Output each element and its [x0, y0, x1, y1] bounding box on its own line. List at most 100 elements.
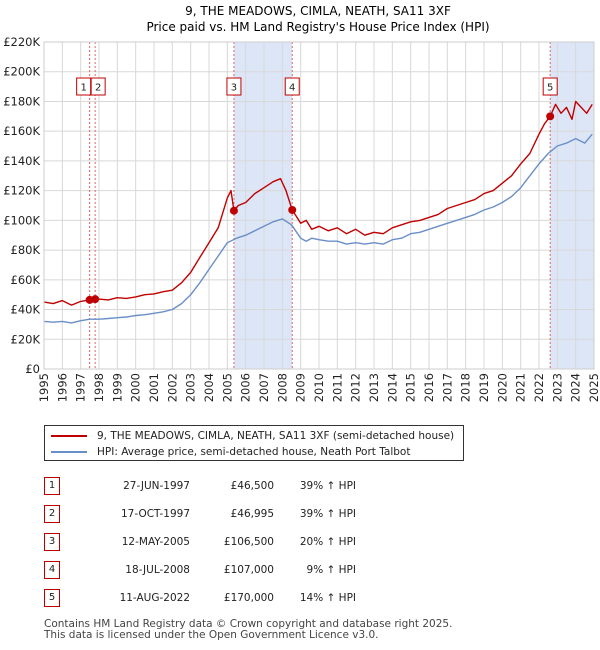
- chart-title: 9, THE MEADOWS, CIMLA, NEATH, SA11 3XF: [185, 4, 451, 18]
- sale-date: 11-AUG-2022: [119, 592, 190, 604]
- x-tick-label: 2012: [349, 373, 363, 402]
- y-tick-label: £60K: [11, 273, 41, 287]
- table-row: 2 17-OCT-1997 £46,995 39% ↑ HPI: [44, 500, 356, 528]
- sale-label: 1: [76, 77, 92, 96]
- price-chart: 9, THE MEADOWS, CIMLA, NEATH, SA11 3XF P…: [3, 4, 600, 402]
- table-row: 4 18-JUL-2008 £107,000 9% ↑ HPI: [44, 556, 356, 584]
- x-tick-label: 2014: [385, 373, 399, 402]
- footer-licence: This data is licensed under the Open Gov…: [44, 629, 379, 641]
- x-tick-label: 2020: [495, 373, 509, 402]
- sale-label-text: 4: [289, 83, 295, 94]
- x-tick-label: 2000: [129, 373, 143, 402]
- sale-label-text: 3: [231, 83, 237, 94]
- sale-label: 4: [284, 77, 300, 96]
- sale-date: 17-OCT-1997: [121, 508, 190, 520]
- x-tick-label: 2023: [550, 373, 564, 402]
- x-tick-label: 2009: [294, 373, 308, 402]
- table-row: 5 11-AUG-2022 £170,000 14% ↑ HPI: [44, 584, 356, 612]
- x-tick-label: 2024: [569, 373, 583, 402]
- hpi-difference: 39% ↑ HPI: [299, 508, 356, 520]
- y-tick-label: £100K: [3, 213, 40, 227]
- x-tick-label: 2018: [459, 373, 473, 402]
- x-tick-label: 2019: [477, 373, 491, 402]
- legend-label-hpi: HPI: Average price, semi-detached house,…: [97, 446, 411, 458]
- x-tick-label: 2011: [330, 373, 344, 402]
- legend-item-hpi: HPI: Average price, semi-detached house,…: [51, 444, 410, 460]
- x-tick-label: 2002: [165, 373, 179, 402]
- x-tick-label: 2007: [257, 373, 271, 402]
- x-tick-label: 2025: [587, 373, 600, 402]
- sale-label: 5: [542, 77, 558, 96]
- hpi-difference: 39% ↑ HPI: [299, 480, 356, 492]
- legend-item-property: 9, THE MEADOWS, CIMLA, NEATH, SA11 3XF (…: [51, 428, 454, 444]
- hpi-difference: 9% ↑ HPI: [306, 564, 356, 576]
- legend-swatch-hpi: [51, 451, 87, 453]
- sale-number-badge: 1: [44, 477, 60, 495]
- y-tick-label: £140K: [3, 154, 40, 168]
- legend-label-property: 9, THE MEADOWS, CIMLA, NEATH, SA11 3XF (…: [97, 430, 455, 442]
- sale-date: 12-MAY-2005: [121, 536, 190, 548]
- hpi-difference: 20% ↑ HPI: [299, 536, 356, 548]
- sale-label-text: 5: [547, 83, 553, 94]
- footer-copyright: Contains HM Land Registry data © Crown c…: [44, 618, 453, 630]
- table-row: 3 12-MAY-2005 £106,500 20% ↑ HPI: [44, 528, 356, 556]
- hpi-series-line: [43, 133, 593, 324]
- chart-subtitle: Price paid vs. HM Land Registry's House …: [146, 20, 489, 34]
- y-tick-label: £0: [25, 362, 40, 376]
- table-row: 1 27-JUN-1997 £46,500 39% ↑ HPI: [44, 472, 356, 500]
- x-tick-label: 1995: [37, 373, 51, 402]
- y-tick-label: £220K: [3, 35, 40, 49]
- y-tick-label: £160K: [3, 124, 40, 138]
- sale-price: £107,000: [223, 564, 274, 576]
- x-tick-label: 1998: [92, 373, 106, 402]
- y-tick-label: £200K: [3, 65, 40, 79]
- x-tick-label: 2004: [202, 373, 216, 402]
- y-tick-label: £80K: [11, 243, 41, 257]
- shaded-period: [233, 42, 293, 369]
- hpi-difference: 14% ↑ HPI: [299, 592, 356, 604]
- sale-price: £170,000: [223, 592, 274, 604]
- sale-price: £106,500: [223, 536, 274, 548]
- sale-number-badge: 5: [44, 589, 60, 607]
- sale-label: 3: [226, 77, 242, 96]
- sale-point: [546, 112, 555, 121]
- chart-legend: 9, THE MEADOWS, CIMLA, NEATH, SA11 3XF (…: [44, 425, 464, 461]
- sale-label-text: 1: [80, 83, 86, 94]
- sale-date: 18-JUL-2008: [125, 564, 190, 576]
- x-tick-label: 2015: [404, 373, 418, 402]
- x-tick-label: 2003: [184, 373, 198, 402]
- y-tick-label: £120K: [3, 184, 40, 198]
- x-tick-label: 2013: [367, 373, 381, 402]
- plot-frame: [43, 41, 595, 370]
- x-tick-label: 2008: [275, 373, 289, 402]
- x-tick-label: 2010: [312, 373, 326, 402]
- sale-label-box: [90, 77, 106, 96]
- sale-label-box: [284, 77, 300, 96]
- sale-label-box: [226, 77, 242, 96]
- sale-number-badge: 3: [44, 533, 60, 551]
- sale-point: [288, 205, 297, 214]
- sale-number-badge: 4: [44, 561, 60, 579]
- sale-point: [229, 206, 238, 215]
- sale-number-badge: 2: [44, 505, 60, 523]
- x-tick-label: 1999: [110, 373, 124, 402]
- x-tick-label: 2001: [147, 373, 161, 402]
- sale-label: 2: [90, 77, 106, 96]
- y-tick-label: £180K: [3, 94, 40, 108]
- x-tick-label: 2022: [532, 373, 546, 402]
- footer: Contains HM Land Registry data © Crown c…: [44, 619, 452, 641]
- x-tick-label: 1996: [55, 373, 69, 402]
- x-tick-label: 1997: [74, 373, 88, 402]
- sale-price: £46,500: [230, 480, 274, 492]
- sale-label-box: [542, 77, 558, 96]
- x-tick-label: 2016: [422, 373, 436, 402]
- sale-price: £46,995: [230, 508, 274, 520]
- legend-swatch-property: [51, 435, 87, 437]
- sale-date: 27-JUN-1997: [123, 480, 190, 492]
- x-tick-label: 2006: [239, 373, 253, 402]
- sales-table: 1 27-JUN-1997 £46,500 39% ↑ HPI 2 17-OCT-1997…: [44, 472, 356, 612]
- sale-label-text: 2: [95, 83, 101, 94]
- y-tick-label: £40K: [11, 303, 41, 317]
- x-tick-label: 2021: [514, 373, 528, 402]
- sale-point: [91, 295, 100, 304]
